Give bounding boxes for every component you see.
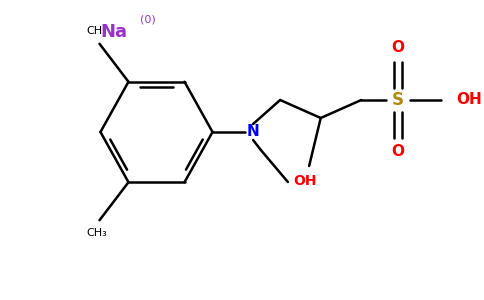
Text: CH₃: CH₃ — [86, 228, 107, 238]
Text: O: O — [392, 145, 405, 160]
Text: (0): (0) — [140, 15, 156, 25]
Text: O: O — [392, 40, 405, 56]
Text: S: S — [392, 91, 404, 109]
Text: OH: OH — [293, 174, 317, 188]
Text: Na: Na — [101, 23, 127, 41]
Text: N: N — [247, 124, 259, 140]
Text: OH: OH — [456, 92, 482, 107]
Text: CH₃: CH₃ — [86, 26, 107, 36]
